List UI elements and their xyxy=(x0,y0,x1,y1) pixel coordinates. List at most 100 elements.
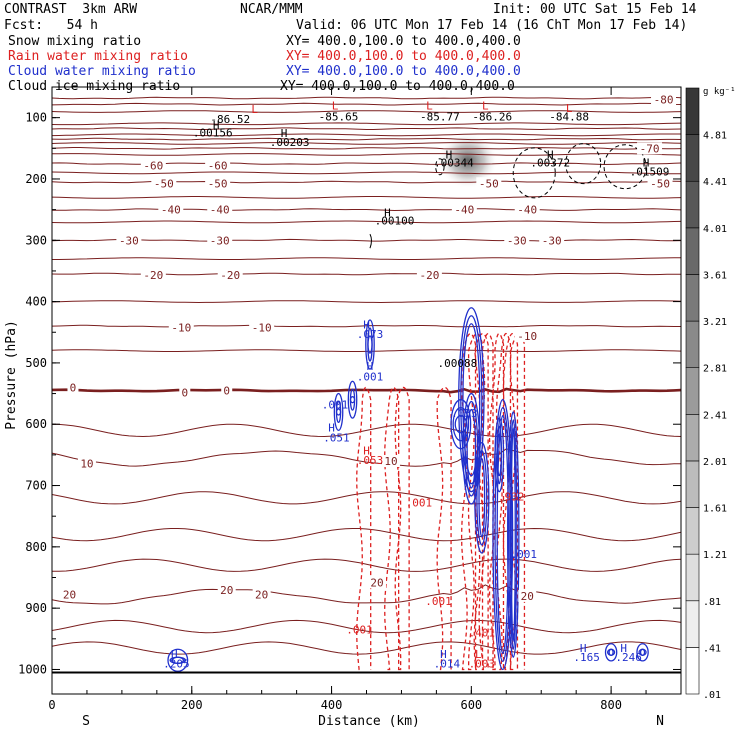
colorbar-label: 3.61 xyxy=(703,270,727,281)
colorbar-segment xyxy=(685,87,700,135)
colorbar-segment xyxy=(685,320,700,368)
isotherm-label-bg xyxy=(504,234,530,247)
center-label: NCAR/MMM xyxy=(240,2,303,17)
cloud-water-label: .165 xyxy=(573,651,600,664)
cloud-water-contour xyxy=(349,396,356,404)
isotherm-label: 0 xyxy=(70,381,77,394)
x-tick-label: 800 xyxy=(600,698,622,712)
isotherm-label-bg xyxy=(205,177,231,190)
cloud-water-label: .246 xyxy=(615,651,642,664)
isotherm-line xyxy=(51,171,681,175)
field-name-snow: Snow mixing ratio xyxy=(8,34,142,49)
snow-ice-label: L xyxy=(566,102,573,115)
isotherm-label-bg xyxy=(207,234,233,247)
isotherm-label-bg xyxy=(60,588,79,601)
isotherm-label: -80 xyxy=(654,93,674,106)
isotherm-label: -40 xyxy=(517,204,537,217)
cloud-water-contour xyxy=(333,392,344,432)
cloud-water-contour xyxy=(496,433,502,477)
cloud-water-contour xyxy=(494,417,505,493)
cloud-water-contour xyxy=(507,411,520,658)
snow-ice-label: .00156 xyxy=(193,126,233,139)
cloud-water-label: .001 xyxy=(322,399,349,412)
isotherm-label-bg xyxy=(514,329,540,342)
colorbar-segment xyxy=(685,553,700,602)
isotherm-label-bg xyxy=(221,384,233,397)
rain-water-label: .001 xyxy=(406,497,433,510)
cloud-ice-shading xyxy=(437,132,498,189)
isotherm-label: 20 xyxy=(220,584,233,597)
colorbar-label: .81 xyxy=(703,597,721,608)
colorbar-segment xyxy=(685,414,700,462)
snow-ice-label: -85.77 xyxy=(420,110,460,123)
cloud-water-contour xyxy=(464,400,479,497)
isotherm-label-bg xyxy=(217,269,243,282)
isotherm-label-bg xyxy=(116,234,142,247)
rain-contour xyxy=(384,386,400,671)
cloud-water-contour xyxy=(452,407,470,442)
colorbar-segment xyxy=(685,600,700,648)
end-label-south: S xyxy=(82,714,90,729)
snow-ice-label: L xyxy=(251,103,258,116)
isotherm--10 xyxy=(51,324,681,328)
colorbar-label: 2.01 xyxy=(703,457,727,468)
snow-ice-label: .00203 xyxy=(270,136,310,149)
rain-water-label: H xyxy=(363,445,370,458)
isotherm-label-bg xyxy=(168,321,194,334)
cloud-water-label: .001 xyxy=(511,548,538,561)
isotherm-line xyxy=(51,527,682,542)
y-tick-label: 1000 xyxy=(18,662,47,676)
rain-contour xyxy=(478,333,494,671)
end-label-north: N xyxy=(656,714,664,729)
rain-contour xyxy=(394,386,410,671)
rain-water-label: .053 xyxy=(357,454,384,467)
isotherm-label: -20 xyxy=(419,269,439,282)
colorbar-segment xyxy=(685,367,700,415)
isotherm-label: 20 xyxy=(63,589,76,602)
rain-water-label: .401 xyxy=(469,627,496,640)
field-name-rain: Rain water mixing ratio xyxy=(8,49,189,64)
snow-contour xyxy=(565,143,602,185)
snow-ice-label: L xyxy=(482,99,489,112)
isotherm-line xyxy=(51,133,681,137)
isotherm-label: 10 xyxy=(80,457,93,470)
isotherm-label-bg xyxy=(217,583,236,596)
isotherm-label: -40 xyxy=(454,204,474,217)
isotherm-label-bg xyxy=(381,455,400,468)
y-tick-label: 900 xyxy=(25,601,47,615)
rain-contour xyxy=(473,333,489,671)
isotherm-line xyxy=(51,641,682,655)
isotherm-label-bg xyxy=(367,576,386,589)
snow-ice-label: -86.26 xyxy=(472,110,512,123)
init-time: Init: 00 UTC Sat 15 Feb 14 xyxy=(493,2,697,17)
isotherm-label: -60 xyxy=(143,159,163,172)
isotherm-label-bg xyxy=(252,588,271,601)
y-tick-label: 700 xyxy=(25,479,47,493)
colorbar-unit: g kg⁻¹ xyxy=(703,87,736,97)
colorbar-label: 4.41 xyxy=(703,177,727,188)
colorbar-label: .01 xyxy=(703,690,721,701)
y-tick-label: 300 xyxy=(25,233,47,247)
forecast-hour: Fcst: 54 h xyxy=(4,18,98,33)
rain-contour xyxy=(467,333,484,671)
x-tick-label: 200 xyxy=(181,698,203,712)
snow-contour xyxy=(603,144,647,190)
isotherm-label: -30 xyxy=(119,234,139,247)
isotherm--70 xyxy=(51,127,682,131)
rain-contour xyxy=(460,333,477,671)
isotherm-0 xyxy=(51,387,682,394)
cloud-water-label: .053 xyxy=(451,407,478,420)
isotherm-20 xyxy=(51,584,682,605)
y-tick-label: 500 xyxy=(25,356,47,370)
cloud-water-contour xyxy=(367,335,373,354)
isotherm-label-bg xyxy=(249,321,275,334)
isotherm-label: -30 xyxy=(542,234,562,247)
colorbar-label: 2.41 xyxy=(703,410,727,421)
snow-ice-label: L xyxy=(332,99,339,112)
snow-ice-label: .00100 xyxy=(375,215,415,228)
isotherm-label: -20 xyxy=(143,269,163,282)
isotherm-label: -30 xyxy=(210,234,230,247)
isotherm-label-bg xyxy=(158,203,184,216)
colorbar-label: 1.21 xyxy=(703,550,727,561)
